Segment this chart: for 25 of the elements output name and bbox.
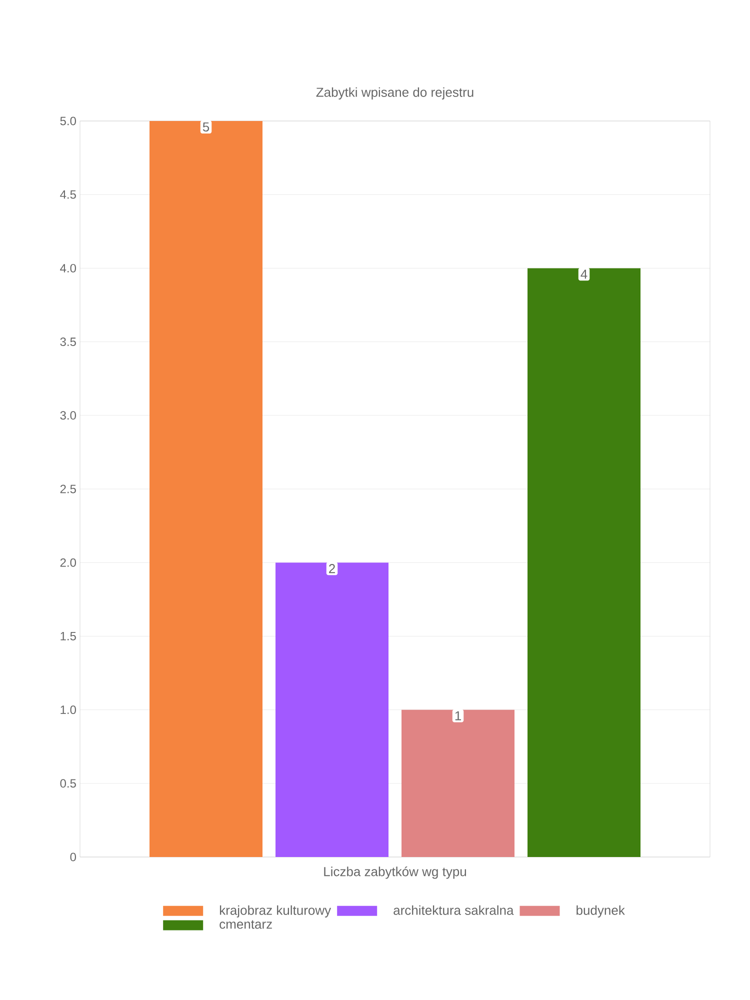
y-tick-label: 1.5	[60, 632, 76, 640]
legend-label: krajobraz kulturowy	[220, 905, 332, 918]
y-tick-label: 2.5	[60, 484, 76, 494]
y-tick-label: 0	[70, 852, 76, 862]
y-tick-label: 2.0	[60, 558, 76, 567]
legend-label: architektura sakralna	[394, 905, 514, 915]
bar	[150, 120, 263, 857]
data-label: 4	[580, 270, 588, 279]
data-label: 5	[202, 122, 210, 132]
y-tick-label: 0.5	[60, 779, 76, 788]
y-tick-label: 5.0	[60, 116, 76, 126]
bar	[276, 562, 389, 857]
y-tick-label: 1.0	[60, 706, 76, 714]
y-tick-label: 4.5	[60, 190, 76, 199]
y-tick-label: 3.0	[60, 411, 76, 420]
x-axis-title: Liczba zabytków wg typu	[324, 866, 466, 879]
bar	[402, 710, 515, 857]
legend-label: cmentarz	[220, 920, 272, 929]
bar	[528, 268, 641, 857]
chart-title: Zabytki wpisane do rejestru	[316, 87, 474, 100]
y-tick-label: 4.0	[60, 264, 76, 272]
legend-label: budynek	[576, 905, 625, 918]
data-label: 2	[329, 564, 335, 574]
data-label: 1	[455, 711, 461, 720]
y-tick-label: 3.5	[60, 338, 76, 346]
